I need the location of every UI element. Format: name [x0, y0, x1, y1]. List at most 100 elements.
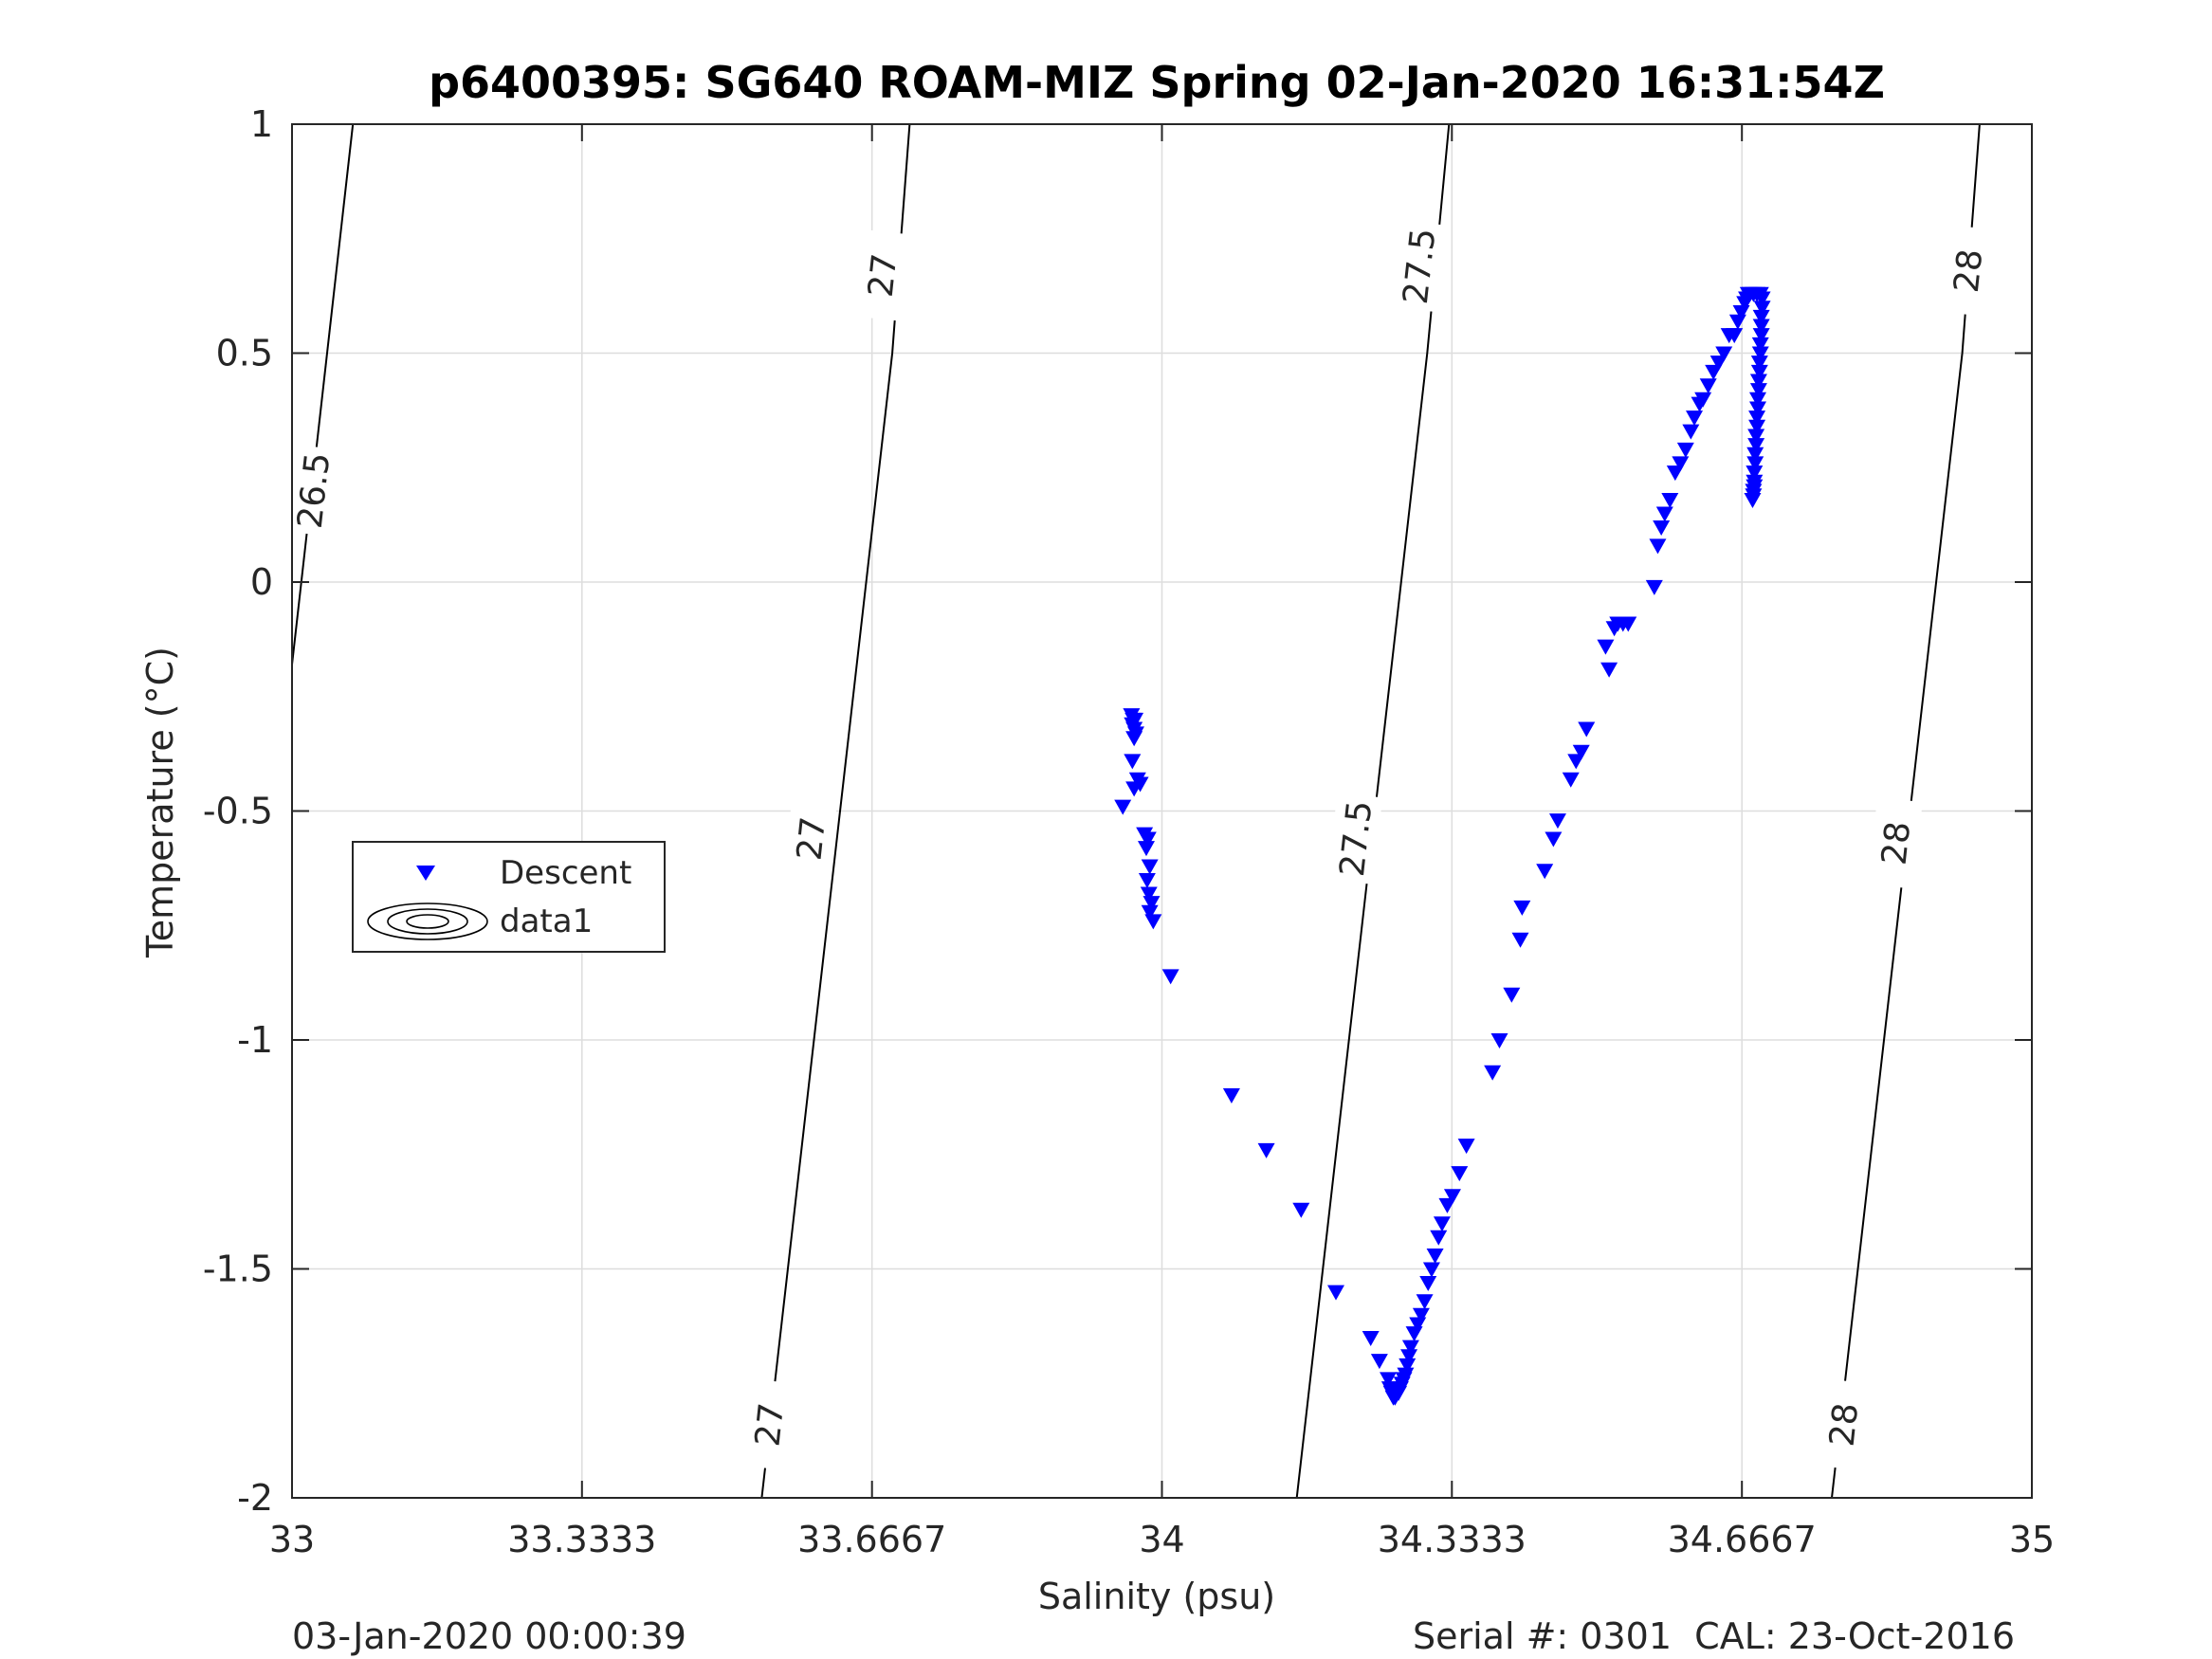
y-tick-label-1: 1	[250, 103, 273, 145]
contour-label-27: 27	[748, 1401, 792, 1449]
footer-timestamp: 03-Jan-2020 00:00:39	[292, 1615, 686, 1657]
contour-label-27_5: 27.5	[1333, 799, 1380, 879]
descent-point	[1750, 364, 1768, 380]
descent-point	[1139, 831, 1157, 848]
chart-title: p6400395: SG640 ROAM-MIZ Spring 02-Jan-2…	[429, 57, 1885, 108]
descent-point	[1513, 900, 1531, 916]
descent-point	[1430, 1230, 1448, 1246]
descent-point	[1649, 538, 1667, 555]
legend-data1-label: data1	[500, 902, 593, 940]
descent-point	[1137, 841, 1155, 857]
descent-point	[1746, 465, 1764, 482]
x-tick-label-33_3333: 33.3333	[507, 1519, 656, 1560]
y-axis-label: Temperature (°C)	[139, 647, 181, 958]
descent-point	[1749, 374, 1767, 390]
descent-point	[1747, 428, 1765, 445]
descent-point	[1503, 987, 1521, 1003]
descent-point	[1292, 1202, 1310, 1218]
descent-point	[1752, 309, 1770, 325]
descent-point	[1143, 896, 1161, 912]
contour-label-background	[741, 1378, 796, 1471]
descent-point	[1597, 639, 1615, 655]
axis-ticks: 33 33.3333 33.6667 34 34.3333 34.6667 35 1 0.5 0 -…	[203, 103, 2055, 1560]
descent-point	[1161, 969, 1179, 985]
descent-point	[1699, 378, 1717, 394]
descent-point	[1748, 419, 1766, 435]
descent-point	[1141, 904, 1159, 921]
y-tick-label-_1: -1	[237, 1019, 273, 1061]
descent-point	[1753, 301, 1771, 317]
footer-serial-cal: Serial #: 0301 CAL: 23-Oct-2016	[1413, 1615, 2015, 1657]
contour-label-background	[1327, 793, 1383, 884]
descent-point	[1578, 721, 1596, 738]
descent-point	[1419, 1275, 1437, 1291]
descent-point	[1484, 1065, 1502, 1081]
descent-point	[1748, 410, 1766, 427]
descent-point	[1745, 488, 1763, 504]
descent-point	[1412, 1307, 1430, 1323]
descent-point	[1747, 438, 1765, 454]
x-axis-label: Salinity (psu)	[1038, 1576, 1275, 1617]
descent-point	[1545, 831, 1563, 848]
contour-label-background	[1391, 220, 1447, 313]
descent-point	[1397, 1367, 1415, 1383]
descent-point	[1752, 328, 1770, 344]
contour-label-27_5: 27.5	[1397, 227, 1444, 306]
descent-point	[1672, 456, 1690, 472]
contour-label-background	[1816, 1378, 1871, 1471]
descent-point	[1370, 1354, 1388, 1370]
descent-point	[1746, 447, 1764, 463]
x-tick-label-33_6667: 33.6667	[797, 1519, 946, 1560]
descent-point	[1511, 932, 1529, 948]
descent-point	[1572, 744, 1590, 760]
isopycnal-27	[760, 123, 911, 1499]
y-tick-label-0_5: 0.5	[216, 333, 273, 374]
y-tick-label-_1_5: -1.5	[203, 1249, 273, 1290]
contour-label-28: 28	[1823, 1401, 1867, 1449]
legend: Descent data1	[352, 841, 666, 953]
contour-label-27: 27	[791, 815, 834, 863]
y-tick-label-_0_5: -0.5	[203, 791, 273, 832]
descent-point	[1746, 456, 1764, 472]
descent-point	[1416, 1294, 1434, 1310]
descent-point	[1751, 346, 1769, 362]
descent-point	[1327, 1285, 1344, 1301]
contour-label-26_5: 26.5	[291, 450, 338, 530]
descent-point	[1422, 1262, 1440, 1278]
descent-point	[1694, 392, 1712, 408]
descent-point	[1398, 1358, 1417, 1374]
descent-point	[1726, 328, 1744, 344]
descent-point	[1661, 493, 1679, 509]
x-tick-label-34_3333: 34.3333	[1378, 1519, 1526, 1560]
descent-point	[1138, 872, 1156, 888]
descent-point	[1380, 1372, 1398, 1388]
contour-label-27: 27	[862, 252, 905, 300]
descent-point	[1752, 319, 1770, 335]
descent-point	[1536, 864, 1554, 880]
descent-point	[1682, 424, 1700, 440]
descent-point	[1131, 776, 1149, 793]
descent-point	[1401, 1340, 1419, 1356]
descent-point	[1426, 1249, 1444, 1265]
descent-point	[1433, 1216, 1451, 1232]
descent-point	[1655, 506, 1673, 522]
descent-point	[1457, 1139, 1475, 1155]
descent-point	[1750, 356, 1768, 372]
descent-point	[1400, 1349, 1418, 1365]
isopycnal-26_5	[291, 123, 355, 665]
descent-point	[1751, 337, 1769, 353]
contour-label-28: 28	[1947, 247, 1991, 295]
descent-point	[1715, 346, 1733, 362]
descent-point	[1562, 772, 1580, 788]
x-tick-label-35: 35	[2009, 1519, 2055, 1560]
descent-point	[1748, 401, 1766, 417]
descent-point	[1362, 1330, 1380, 1346]
isopycnal-27_5	[1295, 123, 1451, 1499]
x-tick-label-33: 33	[269, 1519, 315, 1560]
descent-point	[1490, 1033, 1508, 1048]
legend-box	[352, 841, 666, 953]
x-tick-label-34_6667: 34.6667	[1668, 1519, 1817, 1560]
descent-point	[1753, 291, 1771, 307]
y-tick-label-0: 0	[250, 561, 273, 603]
